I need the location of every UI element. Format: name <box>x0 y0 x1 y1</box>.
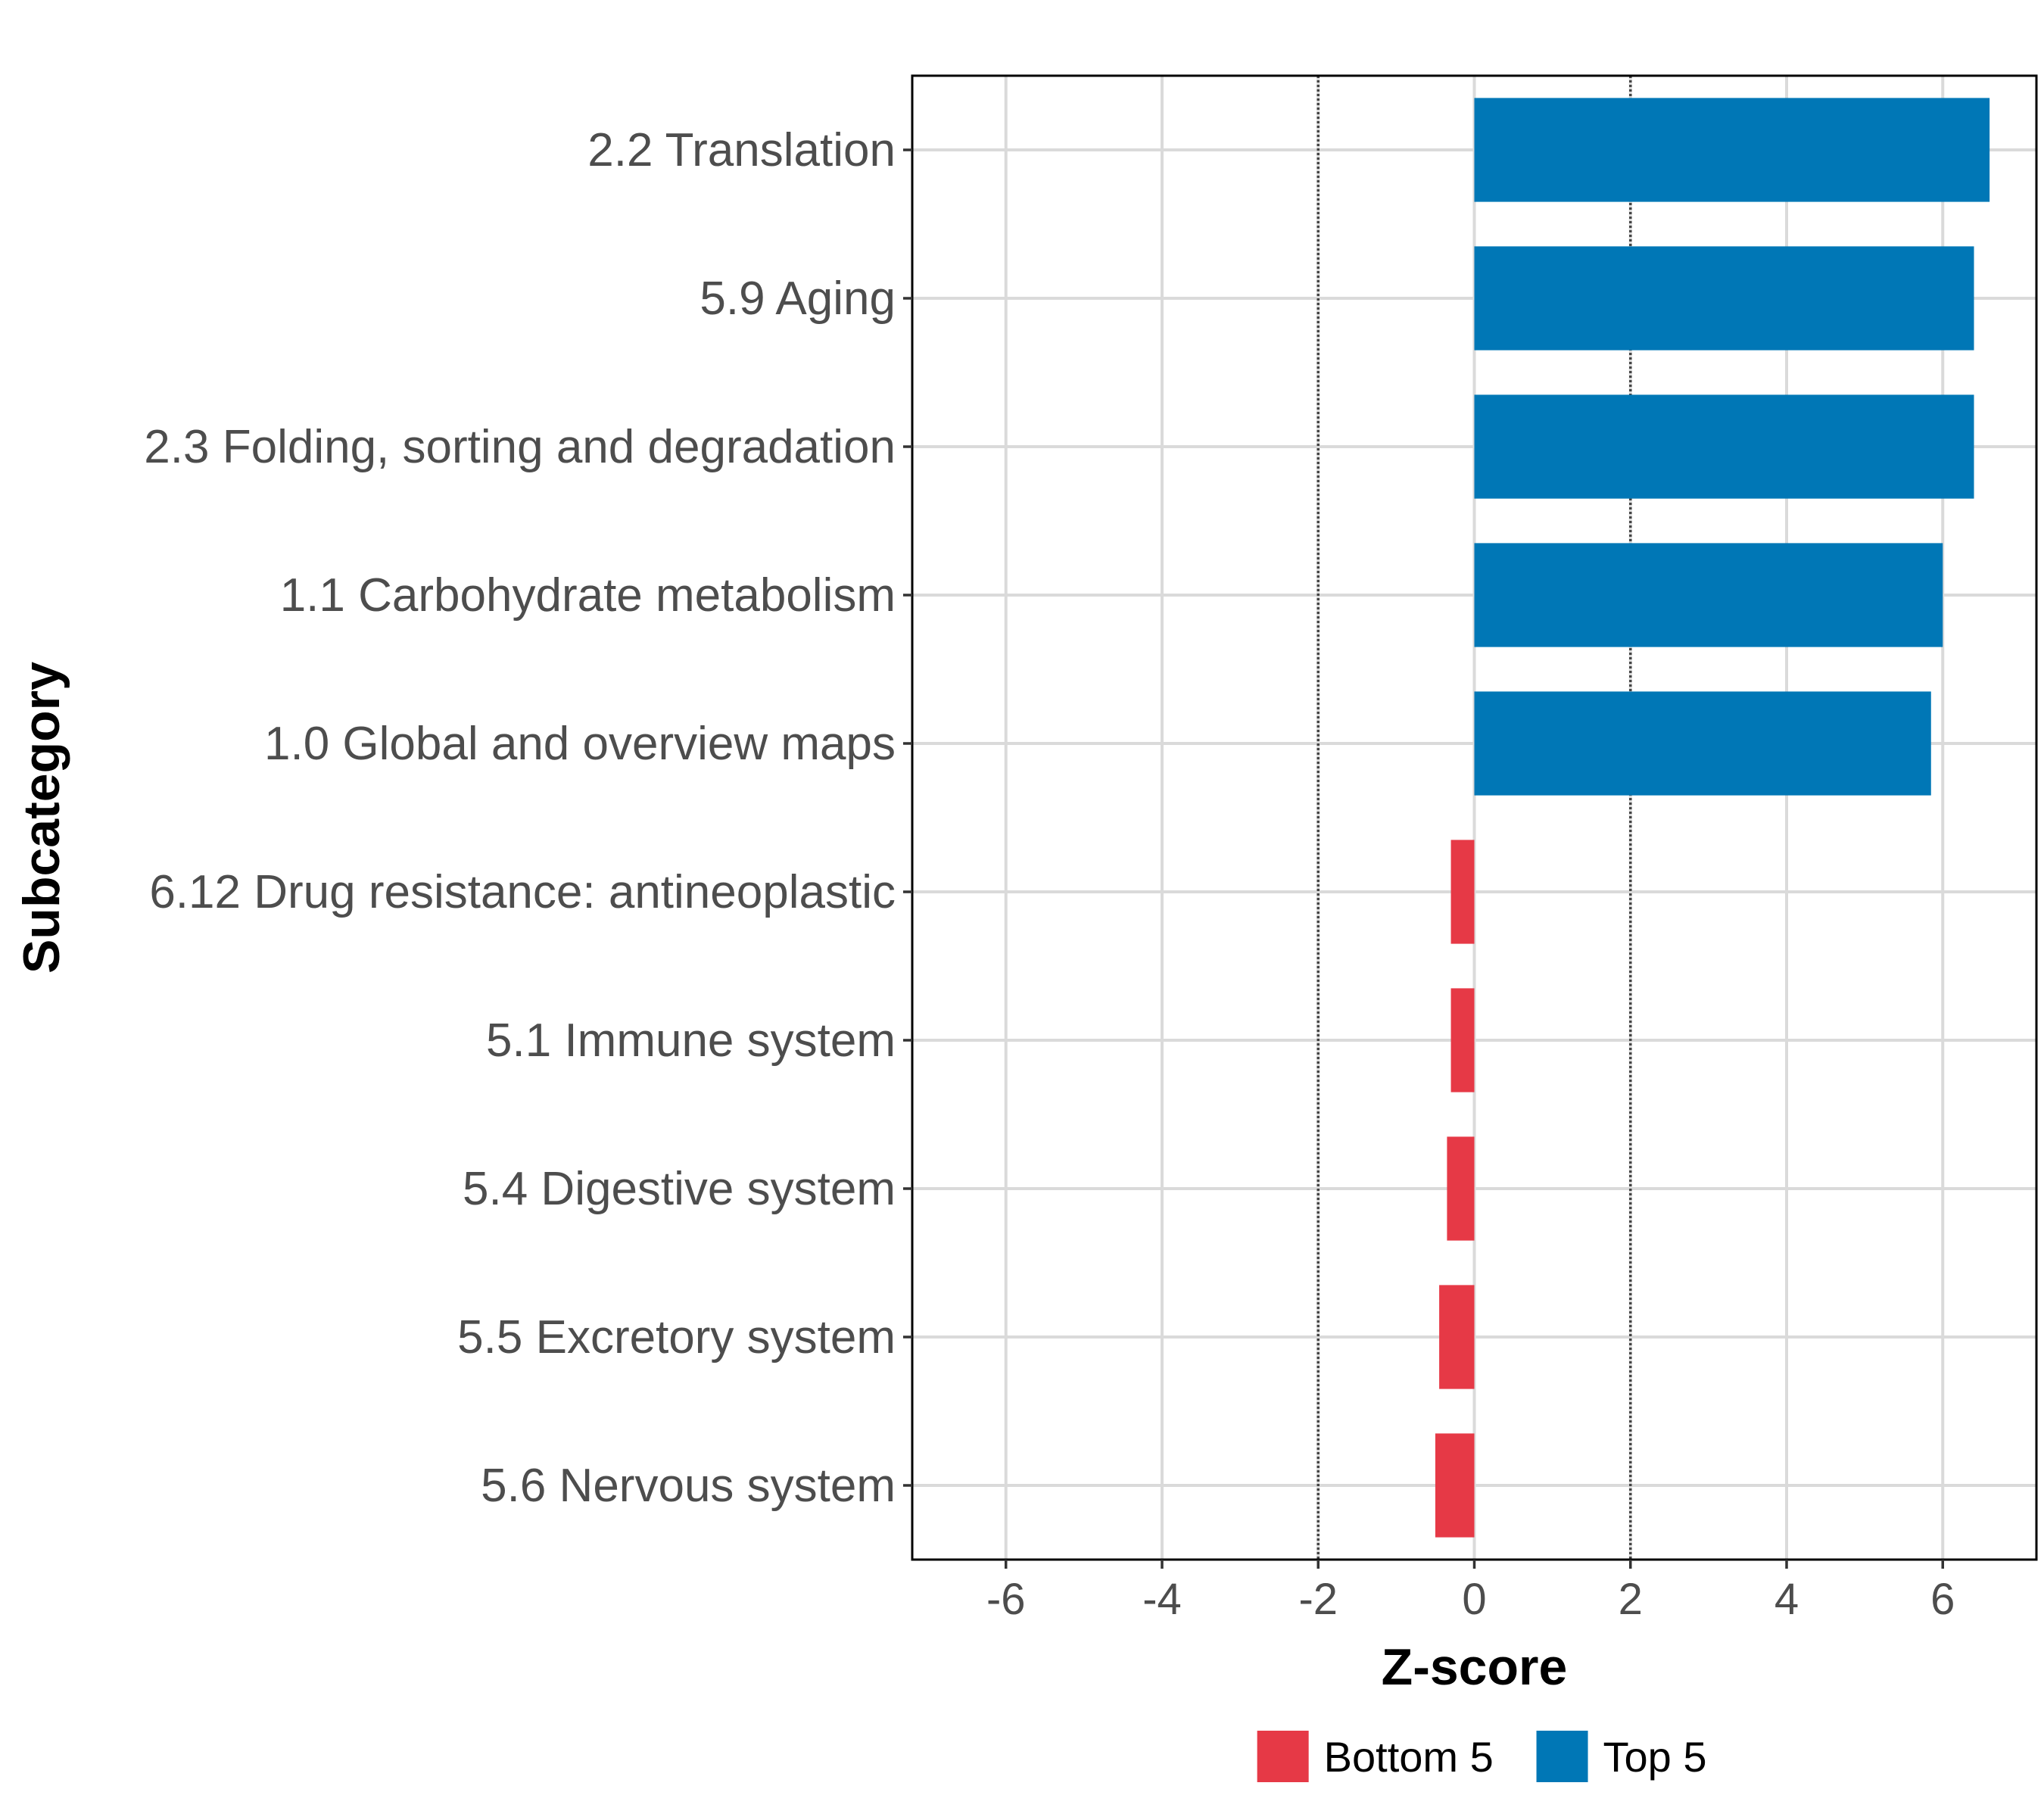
x-tick-label: -2 <box>1298 1575 1338 1624</box>
bar <box>1450 840 1475 944</box>
x-tick-label: 4 <box>1774 1575 1799 1624</box>
y-tick-label: 2.3 Folding, sorting and degradation <box>144 421 896 473</box>
x-tick-label: -6 <box>986 1575 1026 1624</box>
y-tick-label: 5.9 Aging <box>700 273 896 325</box>
x-tick-label: 6 <box>1930 1575 1955 1624</box>
y-tick-label: 5.6 Nervous system <box>481 1460 896 1512</box>
bar <box>1474 98 1990 202</box>
y-tick-label: 6.12 Drug resistance: antineoplastic <box>149 866 896 918</box>
y-axis-title: Subcategory <box>13 662 70 974</box>
bars <box>1435 98 1990 1538</box>
y-tick-label: 5.1 Immune system <box>486 1014 896 1067</box>
y-tick-label: 1.1 Carbohydrate metabolism <box>280 569 896 622</box>
bar <box>1474 691 1931 796</box>
bar <box>1439 1285 1475 1389</box>
bar <box>1435 1433 1475 1538</box>
x-axis-ticks: -6 -4 -2 0 2 4 6 <box>986 1560 1955 1624</box>
bar <box>1474 394 1974 499</box>
legend-swatch <box>1536 1731 1588 1782</box>
legend-label: Top 5 <box>1603 1733 1707 1781</box>
y-tick-label: 1.0 Global and overview maps <box>264 718 896 770</box>
legend-label: Bottom 5 <box>1324 1733 1494 1781</box>
legend-swatch <box>1257 1731 1309 1782</box>
x-axis-title: Z-score <box>1382 1638 1568 1696</box>
legend: Bottom 5 Top 5 <box>1257 1731 1707 1782</box>
y-axis-ticks: 2.2 Translation 5.9 Aging 2.3 Folding, sor… <box>144 124 912 1512</box>
y-tick-label: 2.2 Translation <box>587 124 896 176</box>
x-tick-label: 2 <box>1619 1575 1643 1624</box>
bar <box>1474 246 1974 351</box>
x-tick-label: -4 <box>1142 1575 1182 1624</box>
bar <box>1447 1136 1475 1241</box>
x-tick-label: 0 <box>1462 1575 1486 1624</box>
bar <box>1474 543 1943 647</box>
y-tick-label: 5.5 Excretory system <box>457 1311 896 1364</box>
bar <box>1450 988 1475 1092</box>
y-tick-label: 5.4 Digestive system <box>463 1163 896 1215</box>
